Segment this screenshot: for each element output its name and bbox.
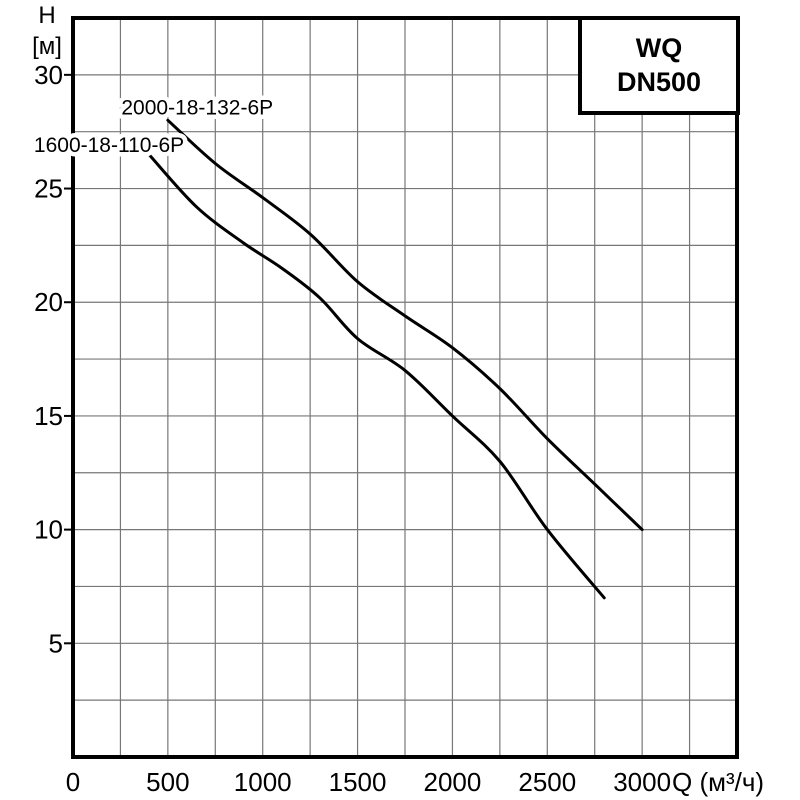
x-tick-label: 1000 bbox=[234, 767, 292, 797]
curve-label-0: 2000-18-132-6P bbox=[121, 97, 273, 120]
x-tick-label: 2500 bbox=[518, 767, 576, 797]
y-tick-label: 30 bbox=[34, 60, 63, 90]
y-tick-label: 10 bbox=[34, 515, 63, 545]
x-tick-label: 1500 bbox=[329, 767, 387, 797]
plot-border bbox=[71, 16, 739, 759]
y-tick-label: 25 bbox=[34, 174, 63, 204]
x-tick-label: 0 bbox=[66, 767, 80, 797]
pump-curve-1 bbox=[147, 152, 606, 600]
x-tick-label: 500 bbox=[146, 767, 189, 797]
y-tick-label: 20 bbox=[34, 287, 63, 317]
y-axis-title-line1: H bbox=[38, 2, 55, 29]
x-axis-title: Q (м³/ч) bbox=[672, 767, 764, 797]
curve-label-1: 1600-18-110-6P bbox=[34, 134, 184, 157]
model-box bbox=[578, 16, 740, 115]
y-tick-label: 15 bbox=[34, 401, 63, 431]
pump-curve-0 bbox=[166, 118, 644, 532]
x-tick-label: 2000 bbox=[424, 767, 482, 797]
model-box-line1: WQ bbox=[636, 33, 683, 63]
y-tick-label: 5 bbox=[49, 628, 63, 658]
x-tick-label: 3000 bbox=[613, 767, 671, 797]
model-box-line2: DN500 bbox=[617, 67, 701, 97]
y-axis-title-line2: [м] bbox=[32, 33, 62, 60]
